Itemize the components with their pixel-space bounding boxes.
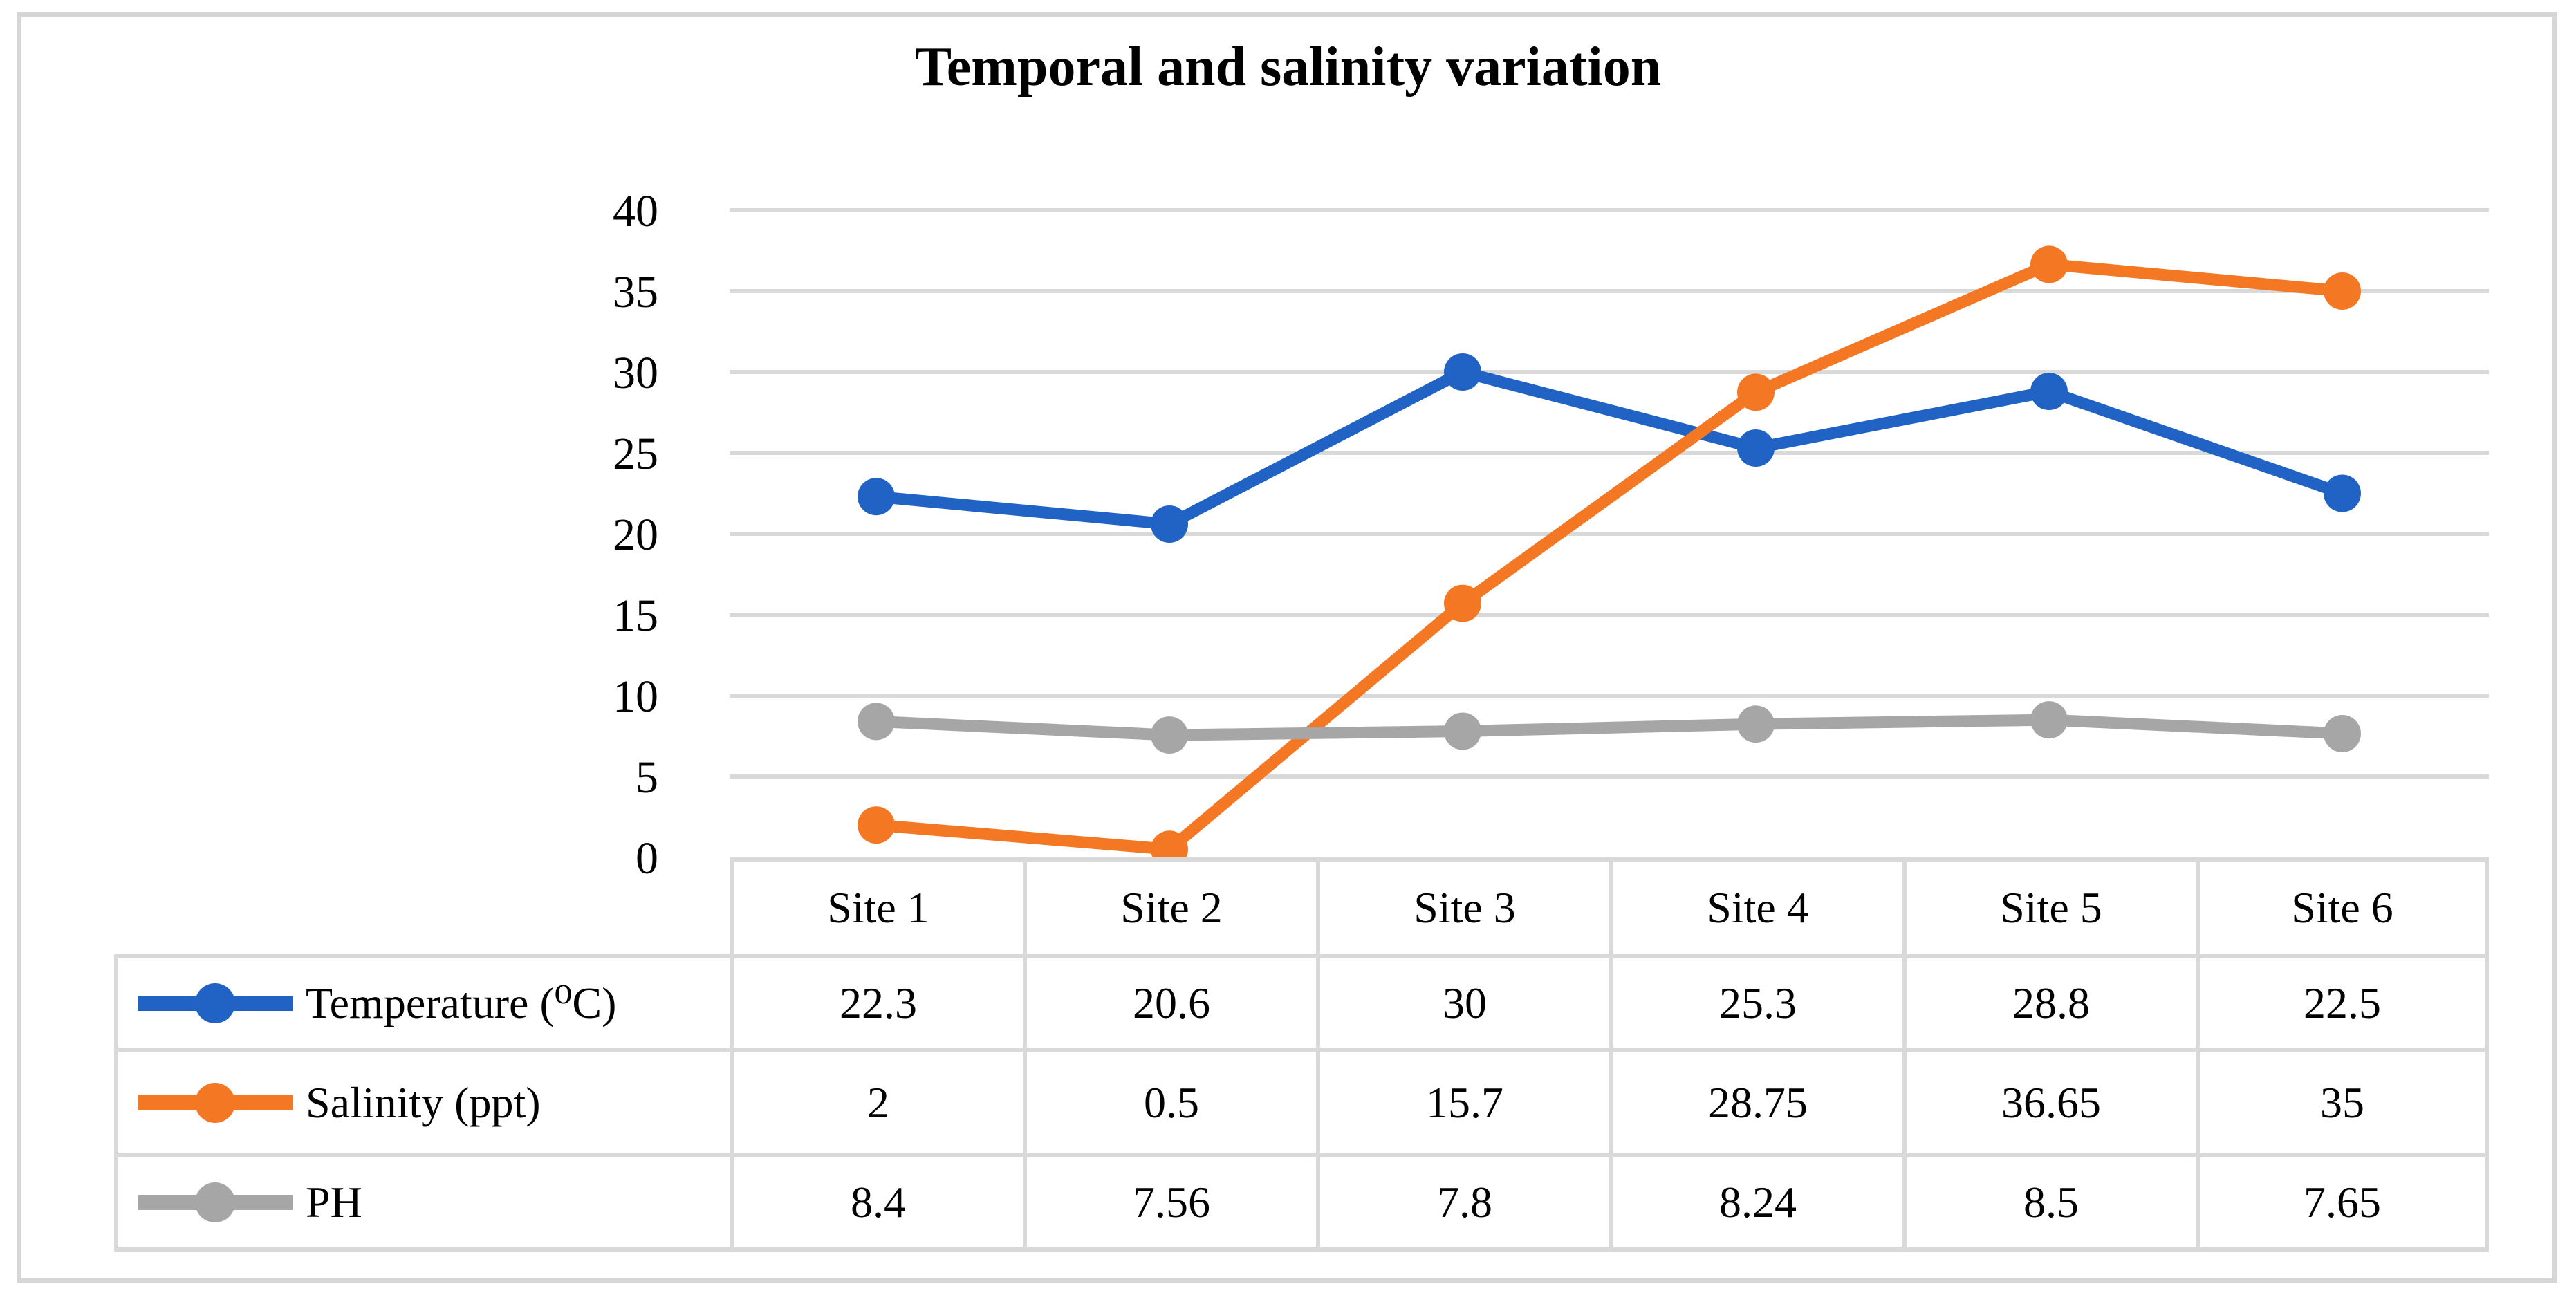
ph-marker <box>2030 701 2068 739</box>
site-header: Site 4 <box>1609 857 1902 954</box>
y-axis-tick-label: 25 <box>613 429 658 479</box>
legend-cell: Salinity (ppt) <box>114 1048 730 1153</box>
table-cell: 28.8 <box>1902 954 2196 1048</box>
legend-label: PH <box>306 1178 362 1227</box>
table-cell: 7.8 <box>1316 1153 1609 1252</box>
table-cell: 36.65 <box>1902 1048 2196 1153</box>
chart-title: Temporal and salinity variation <box>914 37 1662 97</box>
salinity-ppt-legend-marker-icon <box>138 1082 293 1123</box>
ph-marker <box>2324 715 2361 752</box>
table-cell: 35 <box>2196 1048 2489 1153</box>
legend-label: Salinity (ppt) <box>306 1077 541 1127</box>
table-cell: 30 <box>1316 954 1609 1048</box>
legend-label: Temperature (⁰C) <box>306 978 617 1027</box>
table-cell: 22.5 <box>2196 954 2489 1048</box>
y-axis-tick-label: 30 <box>613 348 658 398</box>
salinity-ppt-marker <box>1444 584 1481 622</box>
ph-legend-marker-icon <box>138 1182 293 1222</box>
ph-marker <box>858 703 895 741</box>
site-header: Site 2 <box>1023 857 1316 954</box>
temperature-c-marker <box>2324 474 2361 512</box>
table-cell: 7.65 <box>2196 1153 2489 1252</box>
y-axis-tick-label: 40 <box>613 186 658 236</box>
table-cell: 2 <box>730 1048 1023 1153</box>
temperature-c-legend-marker-icon <box>138 983 293 1023</box>
ph-line <box>870 714 2348 741</box>
site-header: Site 6 <box>2196 857 2489 954</box>
site-header: Site 5 <box>1902 857 2196 954</box>
table-cell: 7.56 <box>1023 1153 1316 1252</box>
legend-cell: Temperature (⁰C) <box>114 954 730 1048</box>
temperature-c-marker <box>1737 429 1775 467</box>
salinity-ppt-line <box>870 258 2348 855</box>
table-corner-spacer <box>114 857 730 954</box>
temperature-c-marker <box>858 478 895 516</box>
legend-cell: PH <box>114 1153 730 1252</box>
salinity-ppt-marker <box>2324 272 2361 310</box>
table-cell: 20.6 <box>1023 954 1316 1048</box>
table-cell: 8.24 <box>1609 1153 1902 1252</box>
salinity-ppt-marker <box>1737 373 1775 411</box>
y-axis-tick-label: 5 <box>636 752 658 803</box>
site-header: Site 1 <box>730 857 1023 954</box>
ph-marker <box>1444 712 1481 750</box>
table-cell: 8.4 <box>730 1153 1023 1252</box>
salinity-ppt-marker <box>858 806 895 844</box>
table-cell: 22.3 <box>730 954 1023 1048</box>
temperature-c-line <box>870 366 2348 530</box>
table-cell: 0.5 <box>1023 1048 1316 1153</box>
y-axis-tick-label: 10 <box>613 671 658 722</box>
table-cell: 25.3 <box>1609 954 1902 1048</box>
y-axis-tick-label: 20 <box>613 510 658 560</box>
temperature-c-marker <box>1151 505 1188 543</box>
table-cell: 28.75 <box>1609 1048 1902 1153</box>
temperature-c-marker <box>1444 353 1481 391</box>
y-axis-tick-label: 35 <box>613 267 658 317</box>
chart-data-table: Site 1 Site 2 Site 3 Site 4 Site 5 Site 6 Temp… <box>114 857 2489 1252</box>
ph-marker <box>1737 705 1775 743</box>
table-cell: 15.7 <box>1316 1048 1609 1153</box>
temperature-c-marker <box>2030 373 2068 411</box>
salinity-ppt-marker <box>2030 245 2068 283</box>
y-axis-tick-label: 0 <box>636 833 658 884</box>
y-axis-tick-label: 15 <box>613 590 658 641</box>
site-header: Site 3 <box>1316 857 1609 954</box>
ph-marker <box>1151 716 1188 754</box>
table-cell: 8.5 <box>1902 1153 2196 1252</box>
